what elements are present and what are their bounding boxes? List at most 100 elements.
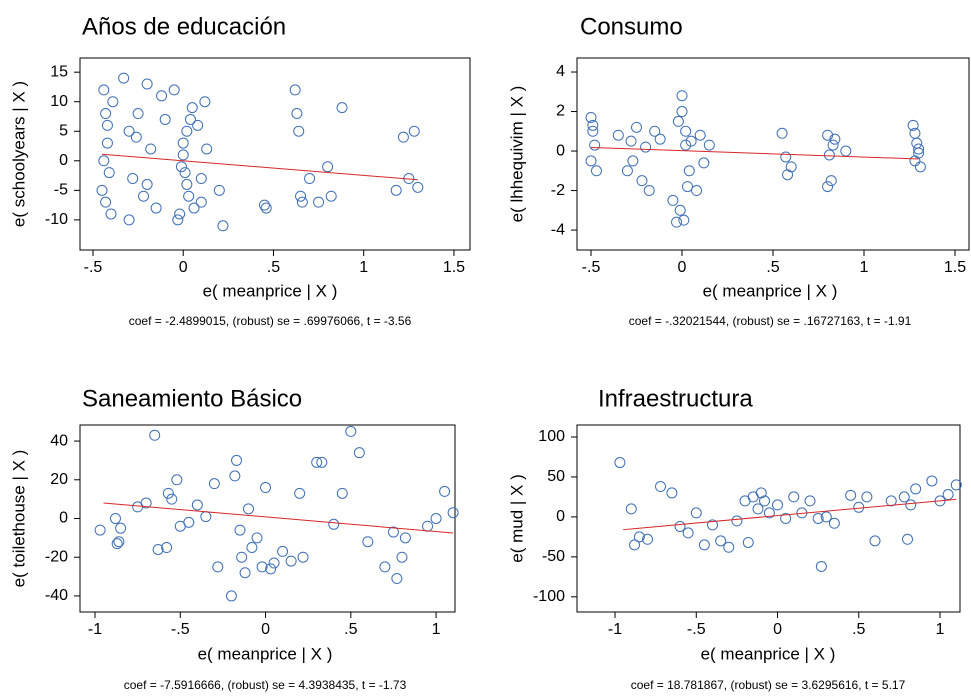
- point: [183, 190, 195, 202]
- point: [397, 131, 409, 143]
- point: [184, 113, 196, 125]
- point: [667, 194, 679, 206]
- point: [776, 127, 788, 139]
- x-tick-label: -.5: [582, 259, 601, 276]
- y-tick-label: -20: [45, 548, 68, 565]
- point: [672, 115, 684, 127]
- point: [138, 190, 150, 202]
- point: [391, 573, 403, 585]
- fit-line: [623, 498, 957, 531]
- point: [840, 145, 852, 157]
- point: [311, 456, 323, 468]
- point: [234, 524, 246, 536]
- point: [587, 125, 599, 137]
- point: [229, 470, 241, 482]
- point: [763, 507, 775, 519]
- point: [590, 165, 602, 177]
- y-tick-label: -10: [45, 211, 68, 228]
- point: [161, 542, 173, 554]
- point: [614, 457, 626, 469]
- point: [621, 165, 633, 177]
- x-tick-label: -1: [608, 621, 622, 638]
- point: [633, 531, 645, 543]
- point: [113, 536, 125, 548]
- point: [304, 173, 316, 185]
- point: [123, 125, 135, 137]
- y-tick-label: 40: [50, 432, 68, 449]
- x-tick-label: .5: [267, 259, 280, 276]
- point: [132, 108, 144, 120]
- point: [674, 204, 686, 216]
- x-tick-label: 1: [359, 259, 368, 276]
- point: [589, 139, 601, 151]
- point: [691, 185, 703, 197]
- point: [631, 121, 643, 133]
- point: [192, 119, 204, 131]
- point: [212, 561, 224, 573]
- point: [812, 513, 824, 524]
- panel-title: Infraestructura: [598, 385, 753, 412]
- point: [396, 551, 408, 563]
- point: [107, 96, 119, 108]
- point: [251, 532, 263, 544]
- point: [829, 133, 841, 145]
- point: [585, 111, 597, 123]
- point: [430, 513, 442, 524]
- point: [242, 503, 254, 515]
- point: [447, 507, 459, 519]
- point: [902, 533, 914, 545]
- x-tick-label: 1: [432, 621, 441, 638]
- stats-note: coef = -2.4899015, (robust) se = .699760…: [129, 314, 412, 328]
- x-tick-label: .5: [766, 259, 779, 276]
- point: [731, 515, 743, 527]
- point: [200, 511, 212, 523]
- point: [174, 208, 186, 220]
- point: [239, 567, 251, 579]
- point: [166, 493, 178, 505]
- x-tick-label: 0: [179, 259, 188, 276]
- y-tick-label: 20: [50, 471, 68, 488]
- y-axis-label: e( schoolyears | X ): [9, 81, 28, 227]
- point: [861, 491, 873, 503]
- y-tick-label: 0: [59, 152, 68, 169]
- point: [268, 557, 280, 569]
- point: [181, 125, 193, 137]
- point: [285, 555, 297, 567]
- plot-frame: [79, 424, 456, 613]
- point: [625, 135, 637, 147]
- fit-line: [101, 153, 418, 181]
- point: [322, 161, 334, 173]
- point: [168, 84, 180, 96]
- point: [913, 143, 925, 155]
- point: [199, 96, 211, 108]
- point: [152, 543, 164, 555]
- point: [898, 491, 910, 503]
- y-tick-label: 50: [547, 468, 565, 485]
- point: [103, 167, 115, 179]
- point: [291, 108, 303, 120]
- point: [780, 151, 792, 163]
- point: [379, 561, 391, 573]
- point: [752, 503, 764, 515]
- panel-title: Años de educación: [82, 13, 286, 40]
- x-tick-label: -.5: [84, 259, 103, 276]
- point: [885, 495, 897, 507]
- point: [655, 481, 667, 493]
- panel-title: Consumo: [580, 13, 683, 40]
- point: [683, 165, 695, 177]
- point: [101, 137, 113, 149]
- plot-frame: [576, 424, 961, 613]
- point: [208, 478, 220, 490]
- x-tick-label: 1.5: [443, 259, 465, 276]
- point: [109, 513, 121, 524]
- point: [101, 119, 113, 131]
- point: [815, 560, 827, 572]
- x-tick-label: 0: [678, 259, 687, 276]
- x-tick-label: -.5: [687, 621, 706, 638]
- x-tick-label: 1.5: [944, 259, 966, 276]
- point: [316, 456, 328, 468]
- point: [642, 533, 654, 545]
- point: [336, 102, 348, 114]
- x-tick-label: 1: [860, 259, 869, 276]
